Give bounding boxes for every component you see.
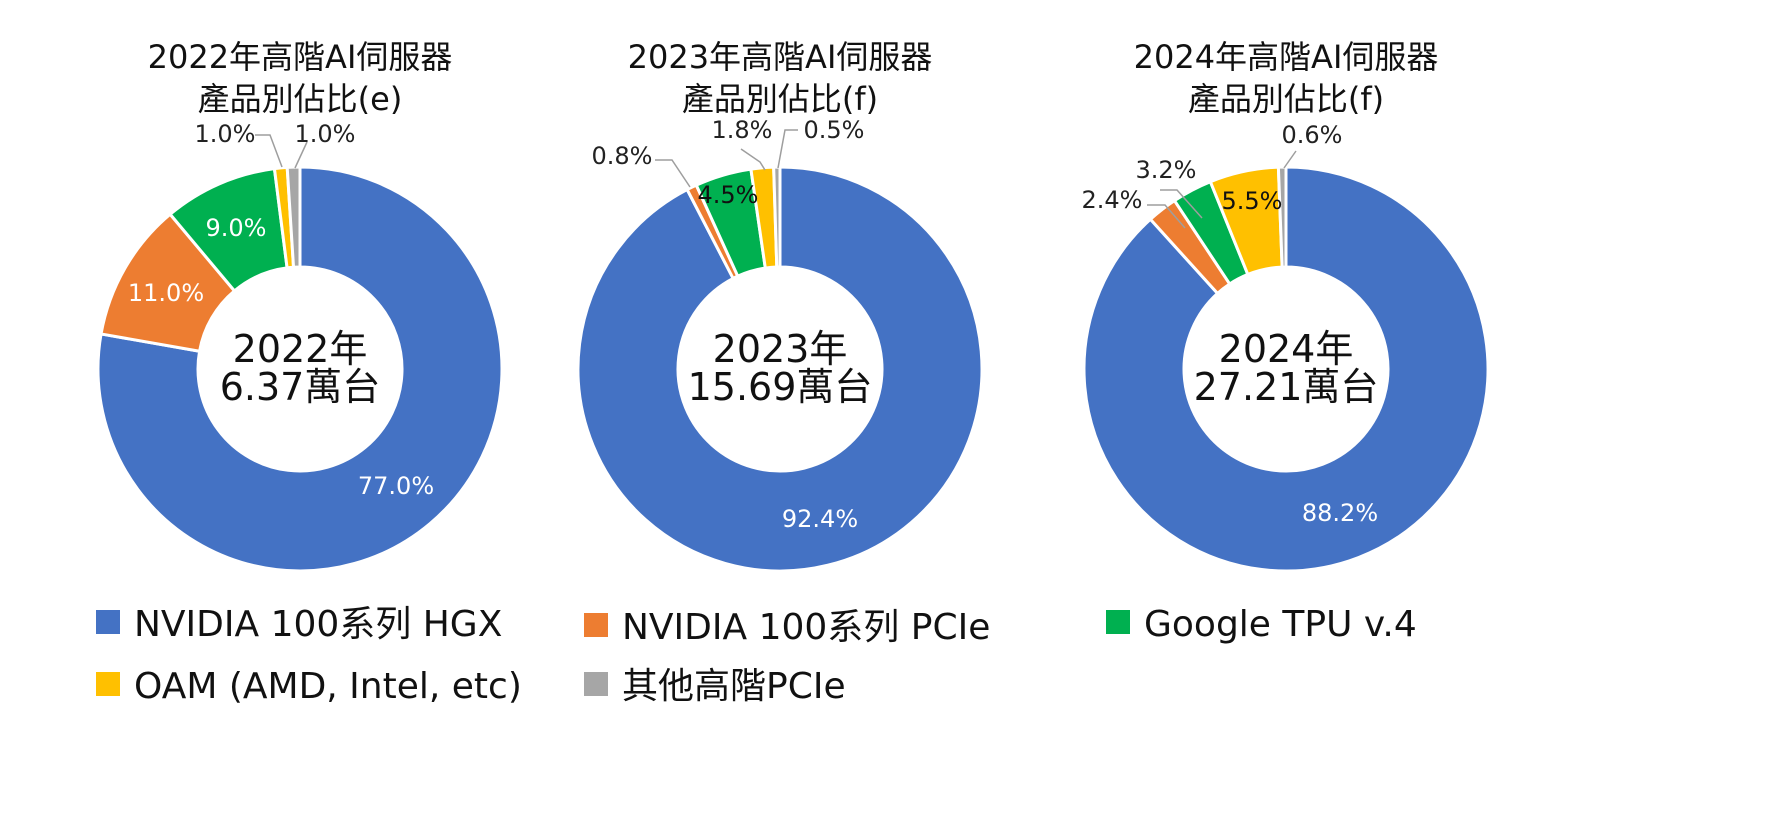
center-total-label: 6.37萬台 (220, 365, 381, 409)
data-label-NVIDIA 100系列 HGX: 92.4% (782, 505, 858, 533)
leader-line-NVIDIA 100系列 PCIe (655, 159, 691, 188)
legend-swatch (96, 610, 120, 634)
data-label-其他高階PCIe: 1.0% (295, 120, 356, 148)
data-label-NVIDIA 100系列 HGX: 88.2% (1302, 499, 1378, 527)
chart-title-line-2: 產品別佔比(f) (682, 80, 878, 118)
legend-swatch (96, 672, 120, 696)
slice-其他高階PCIe (285, 165, 302, 269)
legend-item-3: Google TPU v.4 (1106, 604, 1417, 645)
donut-hole (679, 268, 881, 470)
legend-swatch (584, 613, 608, 637)
legend-swatch (1106, 610, 1130, 634)
legend-label: 其他高階PCIe (622, 666, 846, 707)
donut-hole (199, 268, 401, 470)
chart-title-line-2: 產品別佔比(f) (1188, 80, 1384, 118)
slice-其他高階PCIe (772, 165, 782, 269)
data-label-OAM (AMD, Intel, etc): 1.0% (195, 120, 256, 148)
center-total-label: 27.21萬台 (1194, 365, 1379, 409)
legend-swatch (584, 672, 608, 696)
leader-line-OAM (AMD, Intel, etc) (740, 148, 766, 171)
center-year-label: 2024年 (1219, 327, 1354, 371)
data-label-NVIDIA 100系列 PCIe: 2.4% (1082, 186, 1143, 214)
legend-item-1: NVIDIA 100系列 HGX (96, 604, 502, 645)
slice-NVIDIA 100系列 HGX (1082, 165, 1490, 573)
data-label-Google TPU v.4: 4.5% (698, 181, 759, 209)
legend-item-5: 其他高階PCIe (584, 666, 846, 707)
donut-hole (1185, 268, 1387, 470)
legend-label: OAM (AMD, Intel, etc) (134, 666, 522, 707)
leader-line-其他高階PCIe (294, 141, 308, 169)
data-label-OAM (AMD, Intel, etc): 5.5% (1222, 187, 1283, 215)
legend-label: Google TPU v.4 (1144, 604, 1417, 645)
center-year-label: 2023年 (713, 327, 848, 371)
center-year-label: 2022年 (233, 327, 368, 371)
data-label-NVIDIA 100系列 PCIe: 11.0% (128, 279, 204, 307)
data-label-NVIDIA 100系列 HGX: 77.0% (358, 472, 434, 500)
leader-line-其他高階PCIe (777, 129, 798, 169)
center-total-label: 15.69萬台 (688, 365, 873, 409)
chart-title-line-1: 2022年高階AI伺服器 (148, 38, 453, 76)
data-label-OAM (AMD, Intel, etc): 1.8% (712, 116, 773, 144)
legend-item-4: OAM (AMD, Intel, etc) (96, 666, 522, 707)
data-label-NVIDIA 100系列 PCIe: 0.8% (592, 142, 653, 170)
leader-line-OAM (AMD, Intel, etc) (255, 134, 283, 168)
chart-title-line-1: 2023年高階AI伺服器 (628, 38, 933, 76)
data-label-Google TPU v.4: 9.0% (206, 214, 267, 242)
chart-title-line-2: 產品別佔比(e) (198, 80, 403, 118)
leader-line-NVIDIA 100系列 PCIe (1147, 204, 1186, 229)
slice-其他高階PCIe (1276, 165, 1288, 269)
legend-label: NVIDIA 100系列 PCIe (622, 607, 990, 648)
data-label-其他高階PCIe: 0.6% (1282, 121, 1343, 149)
data-label-其他高階PCIe: 0.5% (804, 116, 865, 144)
slice-NVIDIA 100系列 HGX (96, 165, 504, 573)
data-label-Google TPU v.4: 3.2% (1136, 156, 1197, 184)
legend-item-2: NVIDIA 100系列 PCIe (584, 607, 990, 648)
chart-title-line-1: 2024年高階AI伺服器 (1134, 38, 1439, 76)
leader-line-Google TPU v.4 (1160, 189, 1203, 219)
slice-NVIDIA 100系列 HGX (576, 165, 984, 573)
leader-line-其他高階PCIe (1283, 150, 1297, 169)
legend-label: NVIDIA 100系列 HGX (134, 604, 502, 645)
